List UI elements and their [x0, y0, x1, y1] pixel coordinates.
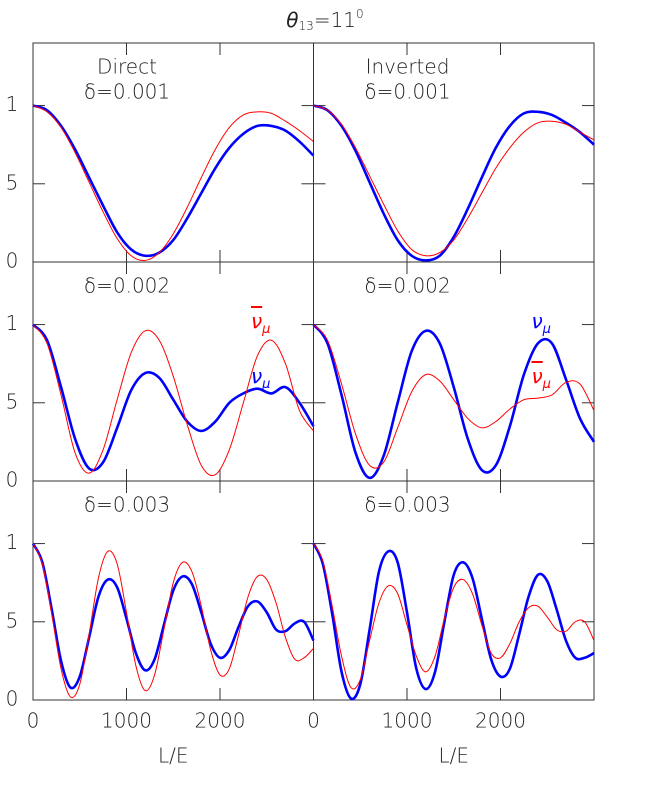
legend-subscript: μ	[542, 377, 551, 392]
figure-title: θ13=110	[286, 7, 363, 33]
y-tick-label: 0	[6, 468, 19, 492]
series-line	[312, 542, 595, 701]
y-tick-label: 1	[6, 92, 19, 116]
panel-annotation: δ=0.001	[84, 80, 170, 104]
legend-subscript: μ	[261, 377, 270, 392]
legend-symbol: ν	[251, 309, 262, 333]
series-line	[32, 324, 314, 477]
legend-label: νμ	[532, 309, 551, 337]
x-tick-label: 2000	[195, 709, 246, 733]
title-subscript: 13	[299, 19, 314, 33]
legend-symbol: ν	[532, 309, 543, 333]
title-symbol: θ	[286, 8, 298, 32]
legend-label: νμ	[532, 364, 551, 392]
x-tick-label: 1000	[101, 709, 152, 733]
y-tick-label: 5	[6, 608, 19, 632]
x-tick-label: 2000	[475, 709, 526, 733]
y-tick-label: 1	[6, 530, 19, 554]
title-text: =11	[314, 8, 356, 32]
series-line	[32, 543, 314, 699]
panel-annotation: Direct	[97, 55, 157, 79]
legend-label: νμ	[251, 309, 270, 337]
panel-annotation: δ=0.002	[364, 274, 450, 298]
series-line	[31, 542, 315, 690]
legend-subscript: μ	[261, 322, 270, 337]
y-tick-label: 0	[6, 687, 19, 711]
series-line	[313, 324, 595, 469]
series-line	[313, 104, 595, 262]
x-axis-label: L/E	[438, 744, 469, 768]
series-line	[313, 543, 595, 690]
legend-subscript: μ	[542, 322, 551, 337]
series-line	[32, 104, 315, 258]
series-line	[313, 105, 595, 257]
panel-annotation: Inverted	[366, 55, 450, 79]
y-tick-label: 0	[6, 249, 19, 273]
y-tick-label: 5	[6, 389, 19, 413]
panel-frame	[313, 480, 595, 701]
series-line	[32, 105, 314, 262]
x-axis-label: L/E	[158, 744, 189, 768]
panel-annotation: δ=0.002	[84, 274, 170, 298]
x-tick-label: 0	[307, 709, 320, 733]
legend-symbol: ν	[251, 364, 262, 388]
panel-annotation: δ=0.003	[84, 493, 170, 517]
y-tick-label: 1	[6, 311, 19, 335]
x-tick-label: 1000	[382, 709, 433, 733]
title-superscript: 0	[356, 7, 364, 21]
legend-symbol: ν	[532, 364, 543, 388]
y-tick-label: 5	[6, 170, 19, 194]
series-line	[312, 323, 596, 480]
series-line	[32, 323, 315, 472]
x-tick-label: 0	[27, 709, 40, 733]
legend-label: νμ	[251, 364, 270, 392]
panel-annotation: δ=0.001	[364, 80, 450, 104]
panel-annotation: δ=0.003	[364, 493, 450, 517]
